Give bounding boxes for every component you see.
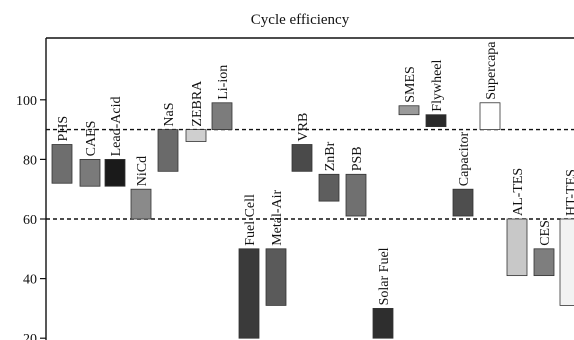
bar-smes xyxy=(398,105,420,116)
bar-solar-fuel xyxy=(372,307,394,339)
bar-al-tes xyxy=(506,218,528,277)
y-tick-label-60: 60 xyxy=(23,213,37,228)
bar-label-smes: SMES xyxy=(403,66,418,103)
bar-vrb xyxy=(291,144,313,172)
bar-phs xyxy=(51,144,73,184)
bar-label-flywheel: Flywheel xyxy=(430,59,445,111)
y-tick-label-80: 80 xyxy=(23,153,37,168)
bar-nicd xyxy=(130,188,152,220)
bar-label-zebra: ZEBRA xyxy=(190,80,205,127)
bar-label-li-ion: Li-ion xyxy=(216,65,231,100)
bar-label-nicd: NiCd xyxy=(135,156,150,186)
bar-label-metal-air: Metal-Air xyxy=(270,189,285,245)
y-tick-label-40: 40 xyxy=(23,273,37,288)
bar-flywheel xyxy=(425,114,447,128)
bar-supercapa xyxy=(479,102,501,130)
bar-psb xyxy=(345,173,367,217)
bar-ht-tes xyxy=(559,218,574,306)
bar-lead-acid xyxy=(104,158,126,187)
y-tick-label-20: 20 xyxy=(23,332,37,340)
chart-title: Cycle efficiency xyxy=(251,12,350,28)
plot-area: 20 40 60 80 100 PHS CAES Lead-Acid NiCd NaS ZEBRA L… xyxy=(16,37,574,340)
bar-label-psb: PSB xyxy=(350,146,365,171)
bar-label-solar-fuel: Solar Fuel xyxy=(377,247,392,305)
bar-label-lead-acid: Lead-Acid xyxy=(109,97,124,157)
bar-label-ht-tes: HT-TES xyxy=(564,169,574,216)
bar-label-ces: CES xyxy=(538,220,553,246)
bar-label-caes: CAES xyxy=(84,121,99,157)
bar-label-znbr: ZnBr xyxy=(323,141,338,171)
bar-label-phs: PHS xyxy=(56,116,71,142)
bar-capacitor xyxy=(452,188,474,217)
bar-znbr xyxy=(318,173,340,202)
bar-label-al-tes: AL-TES xyxy=(511,168,526,216)
bar-caes xyxy=(79,158,101,187)
bar-label-nas: NaS xyxy=(162,102,177,126)
bar-nas xyxy=(157,129,179,172)
bar-fuel-cell xyxy=(238,248,260,339)
bar-li-ion xyxy=(211,102,233,130)
bar-label-vrb: VRB xyxy=(296,113,311,142)
bar-metal-air xyxy=(265,248,287,306)
bar-label-capacitor: Capacitor xyxy=(457,131,472,186)
bar-label-fuel-cell: Fuel Cell xyxy=(243,194,258,246)
y-tick-label-100: 100 xyxy=(16,94,37,109)
bar-ces xyxy=(533,248,555,277)
bar-zebra xyxy=(185,129,207,142)
bar-label-supercapa: Supercapa xyxy=(484,41,499,100)
